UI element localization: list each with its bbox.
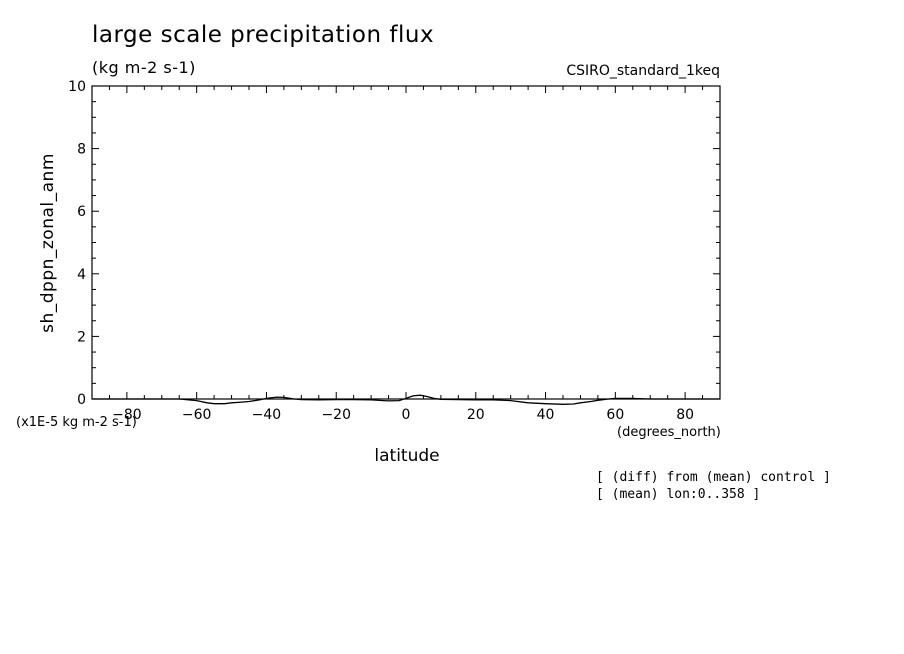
x-tick-label: 40 bbox=[537, 407, 555, 423]
chart-title: large scale precipitation flux bbox=[92, 22, 435, 48]
y-tick-label: 0 bbox=[77, 392, 86, 408]
y-tick-label: 2 bbox=[77, 329, 86, 345]
x-tick-label: 80 bbox=[676, 407, 694, 423]
series-line bbox=[92, 394, 720, 405]
x-tick-label: 20 bbox=[467, 407, 485, 423]
chart-units: (kg m-2 s-1) bbox=[92, 58, 196, 77]
dataset-label: CSIRO_standard_1keq bbox=[566, 63, 720, 79]
note-diff: [ (diff) from (mean) control ] bbox=[596, 470, 831, 485]
x-axis-units: (degrees_north) bbox=[617, 425, 721, 440]
x-tick-label: −60 bbox=[182, 407, 212, 423]
x-tick-label: 60 bbox=[606, 407, 624, 423]
plot-frame bbox=[91, 85, 721, 400]
y-scale-note: (x1E-5 kg m-2 s-1) bbox=[16, 415, 137, 430]
x-axis-label: latitude bbox=[374, 446, 440, 466]
x-tick-label: −20 bbox=[321, 407, 351, 423]
x-tick-label: −40 bbox=[252, 407, 282, 423]
y-tick-label: 4 bbox=[77, 267, 86, 283]
y-axis-label: sh_dppn_zonal_anm bbox=[38, 153, 58, 333]
x-tick-label: 0 bbox=[402, 407, 411, 423]
y-tick-label: 8 bbox=[77, 142, 86, 158]
note-mean: [ (mean) lon:0..358 ] bbox=[596, 487, 761, 502]
x-tick-label: −80 bbox=[112, 407, 142, 423]
y-tick-label: 6 bbox=[77, 204, 86, 220]
y-tick-label: 10 bbox=[68, 79, 86, 95]
